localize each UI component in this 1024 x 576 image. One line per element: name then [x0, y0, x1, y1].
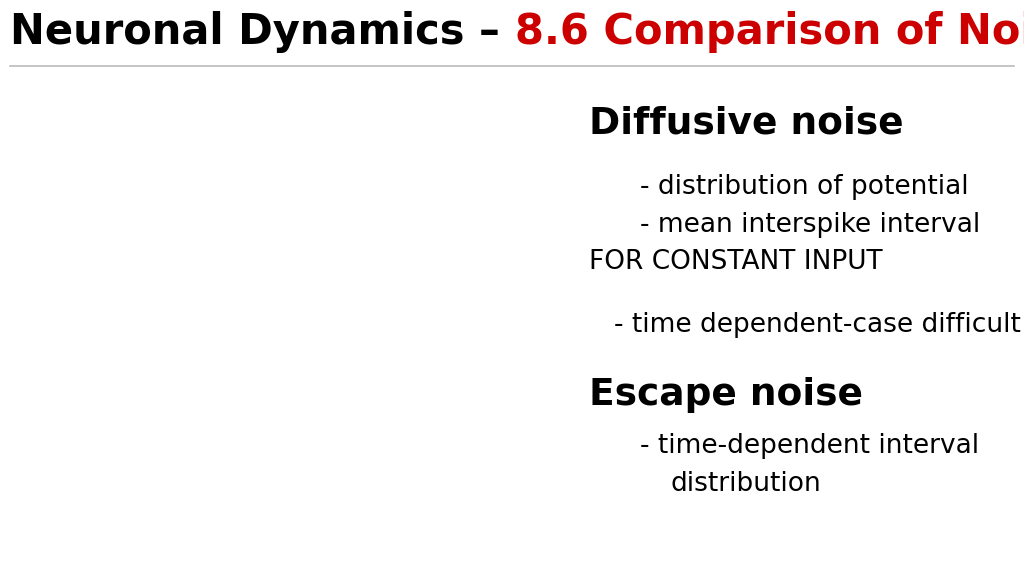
Text: distribution: distribution: [671, 471, 821, 497]
Text: Diffusive noise: Diffusive noise: [589, 106, 903, 142]
Text: - time dependent-case difficult: - time dependent-case difficult: [614, 312, 1021, 339]
Text: FOR CONSTANT INPUT: FOR CONSTANT INPUT: [589, 249, 883, 275]
Text: - mean interspike interval: - mean interspike interval: [640, 211, 980, 238]
Text: - distribution of potential: - distribution of potential: [640, 174, 969, 200]
Text: Neuronal Dynamics –: Neuronal Dynamics –: [10, 11, 515, 52]
Text: Escape noise: Escape noise: [589, 377, 863, 412]
Text: 8.6 Comparison of Noise Models: 8.6 Comparison of Noise Models: [515, 11, 1024, 52]
Text: - time-dependent interval: - time-dependent interval: [640, 433, 979, 460]
